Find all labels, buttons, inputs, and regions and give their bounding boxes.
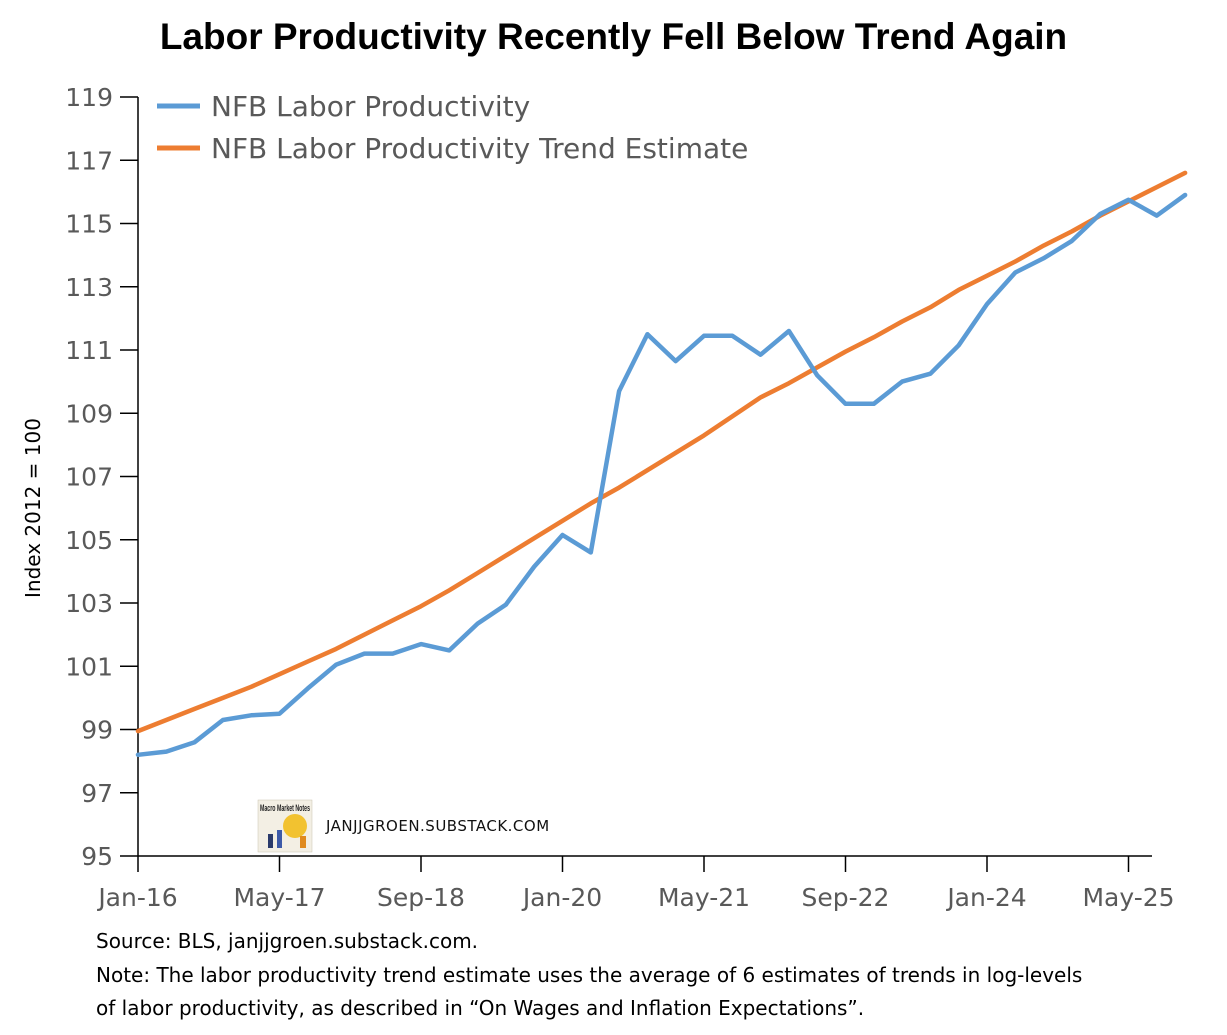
series-line-trend-estimate (135, 170, 1188, 734)
y-tick-label: 97 (81, 779, 113, 808)
x-tick-label: May-17 (233, 883, 325, 912)
y-tick-label: 119 (65, 83, 113, 112)
y-axis-label: Index 2012 = 100 (21, 418, 45, 598)
y-tick-label: 107 (65, 463, 113, 492)
x-tick-label: Sep-18 (377, 883, 465, 912)
y-tick-label: 109 (65, 399, 113, 428)
series-layer (135, 170, 1188, 758)
x-tick-label: Jan-16 (96, 883, 177, 912)
trend-note-line-1: Note: The labor productivity trend estim… (96, 963, 1083, 987)
line-chart: 95 97 99 101 103 105 107 109 111 113 115 117 119 Jan… (21, 83, 1188, 912)
legend-label: NFB Labor Productivity Trend Estimate (211, 132, 748, 165)
y-tick-label: 99 (81, 716, 113, 745)
y-tick-label: 113 (65, 273, 113, 302)
y-tick-label: 105 (65, 526, 113, 555)
x-tick-label: May-25 (1082, 883, 1174, 912)
legend-label: NFB Labor Productivity (211, 90, 530, 123)
series-line-productivity (135, 192, 1188, 758)
chart-title: Labor Productivity Recently Fell Below T… (159, 16, 1068, 57)
source-note: Source: BLS, janjjgroen.substack.com. (96, 929, 479, 953)
y-axis: 95 97 99 101 103 105 107 109 111 113 115 117 119 (65, 83, 139, 871)
logo-icon: Macro Market Notes (257, 799, 313, 853)
x-axis: Jan-16 May-17 Sep-18 Jan-20 May-21 Sep-22 Jan-… (96, 855, 1175, 912)
y-tick-label: 101 (65, 652, 113, 681)
y-tick-label: 95 (81, 842, 113, 871)
y-tick-label: 111 (65, 336, 113, 365)
legend: NFB Labor Productivity NFB Labor Producti… (157, 90, 748, 165)
logo-text: Macro Market Notes (260, 803, 310, 813)
x-tick-label: May-21 (658, 883, 750, 912)
trend-note-line-2: of labor productivity, as described in “… (96, 996, 865, 1020)
watermark-site: JANJJGROEN.SUBSTACK.COM (325, 817, 550, 835)
y-tick-label: 115 (65, 210, 113, 239)
y-tick-label: 103 (65, 589, 113, 618)
watermark: Macro Market Notes JANJJGROEN.SUBSTACK.C… (257, 799, 550, 853)
y-tick-label: 117 (65, 146, 113, 175)
x-tick-label: Jan-24 (945, 883, 1026, 912)
x-tick-label: Jan-20 (521, 883, 602, 912)
x-tick-label: Sep-22 (802, 883, 890, 912)
